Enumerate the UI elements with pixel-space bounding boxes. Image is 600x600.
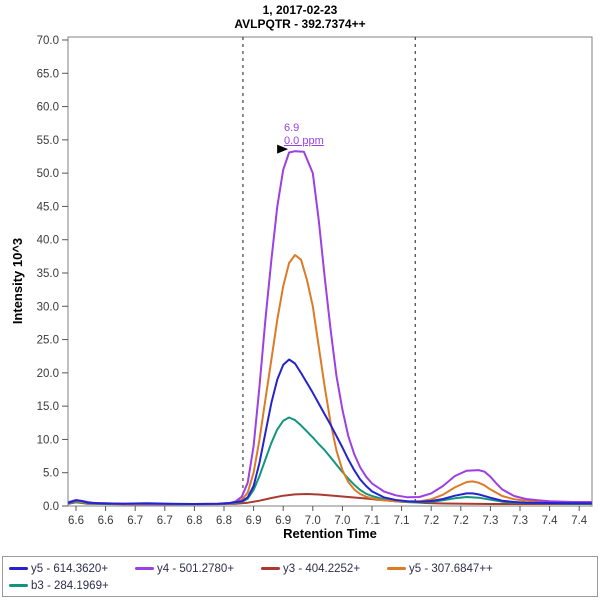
- legend-item: y5 - 614.3620+: [9, 560, 135, 577]
- x-tick-label: 7.1: [394, 515, 410, 527]
- y-tick-label: 35.0: [37, 268, 59, 280]
- legend-item: b3 - 284.1969+: [9, 577, 135, 594]
- x-tick-label: 7.2: [453, 515, 469, 527]
- x-axis-label: Retention Time: [283, 526, 377, 541]
- x-tick-label: 6.8: [216, 515, 232, 527]
- x-tick-label: 6.8: [186, 515, 202, 527]
- trace-y5: [67, 254, 592, 505]
- y-tick-label: 40.0: [37, 235, 59, 247]
- legend-item: y5 - 307.6847++: [387, 560, 513, 577]
- y-tick-label: 60.0: [37, 102, 59, 114]
- y-tick-label: 20.0: [37, 368, 59, 380]
- legend-item-label: b3 - 284.1969+: [31, 579, 109, 592]
- y-tick-label: 10.0: [37, 434, 59, 446]
- x-tick-label: 7.1: [364, 515, 380, 527]
- legend-swatch-icon: [387, 567, 406, 570]
- x-tick-label: 6.6: [98, 515, 114, 527]
- y-tick-label: 45.0: [37, 201, 59, 213]
- x-tick-label: 6.6: [68, 515, 84, 527]
- x-tick-label: 6.9: [246, 515, 262, 527]
- peak-pointer-icon: [277, 144, 289, 154]
- y-tick-label: 55.0: [37, 135, 59, 147]
- trace-y4: [67, 150, 592, 505]
- x-tick-label: 7.0: [334, 515, 350, 527]
- legend-swatch-icon: [261, 567, 280, 570]
- x-tick-label: 7.4: [571, 515, 588, 527]
- x-tick-label: 7.4: [542, 515, 559, 527]
- y-tick-label: 70.0: [37, 35, 59, 47]
- legend-swatch-icon: [9, 567, 28, 570]
- chromatogram-plot-area[interactable]: 0.0 5.0 10.0 15.0 20.0 25.0 30.0 35.0 40.0 45.0 50…: [0, 0, 600, 556]
- legend-item-label: y5 - 307.6847++: [409, 562, 493, 575]
- legend: y5 - 614.3620+ y4 - 501.2780+ y3 - 404.225…: [2, 556, 598, 597]
- chart-title-peptide: AVLPQTR - 392.7374++: [234, 17, 366, 31]
- legend-item: y3 - 404.2252+: [261, 560, 387, 577]
- x-tick-label: 7.3: [482, 515, 498, 527]
- legend-item: y4 - 501.2780+: [135, 560, 261, 577]
- legend-item-label: y5 - 614.3620+: [31, 562, 109, 575]
- y-tick-label: 15.0: [37, 401, 59, 413]
- legend-item-label: y3 - 404.2252+: [283, 562, 361, 575]
- x-tick-label: 7.0: [305, 515, 321, 527]
- trace-y5: [67, 358, 592, 505]
- y-tick-label: 50.0: [37, 168, 59, 180]
- legend-swatch-icon: [135, 567, 154, 570]
- x-tick-label: 7.3: [512, 515, 528, 527]
- y-tick-label: 65.0: [37, 68, 59, 80]
- peak-rt-label: 6.9: [284, 122, 300, 134]
- x-tick-label: 6.7: [127, 515, 143, 527]
- y-tick-label: 5.0: [43, 468, 59, 480]
- chart-title: 1, 2017-02-23 AVLPQTR - 392.7374++: [0, 3, 600, 31]
- peak-mass-error-link[interactable]: 0.0 ppm: [284, 135, 324, 147]
- legend-item-label: y4 - 501.2780+: [157, 562, 235, 575]
- y-axis-label: Intensity 10^3: [10, 237, 25, 325]
- y-tick-label: 25.0: [37, 335, 59, 347]
- plot-border: [67, 36, 593, 507]
- y-tick-label: 0.0: [43, 501, 59, 513]
- peak-annotation: 6.9 0.0 ppm: [284, 122, 324, 148]
- x-tick-label: 7.2: [423, 515, 439, 527]
- x-tick-label: 6.7: [157, 515, 173, 527]
- x-tick-label: 6.9: [275, 515, 291, 527]
- y-tick-label: 30.0: [37, 301, 59, 313]
- trace-b3: [67, 416, 592, 506]
- chart-title-replicate: 1, 2017-02-23: [262, 3, 338, 17]
- legend-swatch-icon: [9, 584, 28, 587]
